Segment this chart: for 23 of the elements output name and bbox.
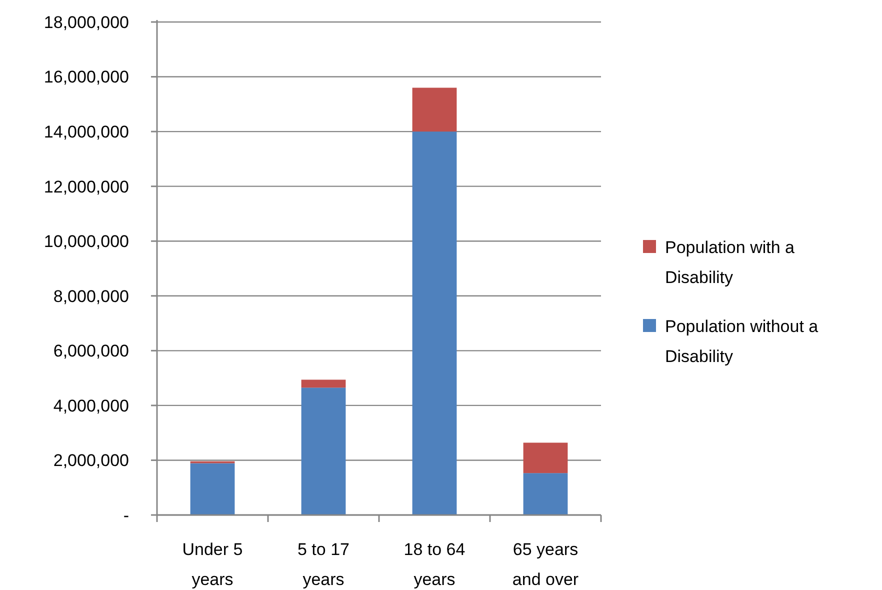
y-tick-label: 4,000,000: [53, 396, 129, 416]
bar: [523, 442, 568, 474]
y-tick-label: 12,000,000: [44, 177, 129, 196]
y-tick-label: 14,000,000: [44, 122, 129, 142]
y-tick-label: 16,000,000: [44, 68, 129, 87]
bar: [301, 388, 346, 515]
bar: [412, 88, 457, 132]
x-tick-label: Under 5 years: [182, 540, 243, 589]
bar: [301, 380, 346, 388]
bar: [412, 132, 457, 515]
y-tick-label: 2,000,000: [53, 451, 129, 470]
legend-label: Population without a Disability: [665, 317, 819, 366]
y-tick-label: 10,000,000: [44, 232, 129, 252]
x-tick-label: 5 to 17 years: [298, 540, 350, 589]
x-tick-label: 18 to 64 years: [404, 540, 466, 589]
y-tick-label: 6,000,000: [53, 342, 129, 361]
y-tick-label: 18,000,000: [44, 12, 129, 32]
x-tick-label: 65 years and over: [512, 540, 579, 589]
y-tick-label: 8,000,000: [53, 286, 129, 306]
y-tick-label: -: [123, 506, 129, 525]
legend-label: Population with a Disability: [665, 238, 796, 287]
bar: [190, 463, 235, 515]
bar: [523, 473, 568, 515]
